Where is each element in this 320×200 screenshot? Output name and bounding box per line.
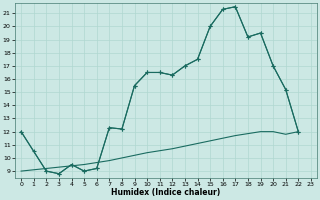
X-axis label: Humidex (Indice chaleur): Humidex (Indice chaleur) bbox=[111, 188, 221, 197]
